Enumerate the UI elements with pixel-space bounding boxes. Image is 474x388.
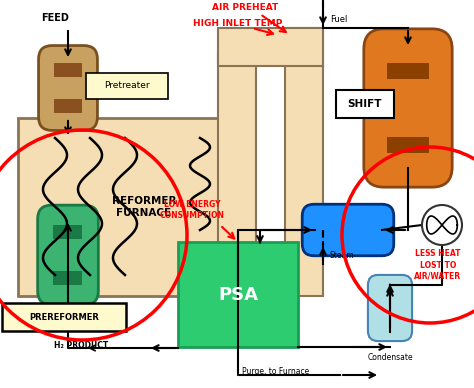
- FancyBboxPatch shape: [302, 204, 394, 256]
- Bar: [54, 225, 82, 239]
- Text: LOW ENERGY
CONSUMPTION: LOW ENERGY CONSUMPTION: [159, 200, 225, 220]
- Circle shape: [422, 205, 462, 245]
- Bar: [285, 28, 323, 296]
- Bar: [18, 118, 228, 296]
- Bar: [218, 28, 323, 66]
- Text: Purge, to Furnace: Purge, to Furnace: [242, 367, 309, 376]
- Text: PREREFORMER: PREREFORMER: [29, 312, 99, 322]
- Text: Pretreater: Pretreater: [104, 81, 150, 90]
- Text: Fuel: Fuel: [330, 16, 347, 24]
- FancyBboxPatch shape: [336, 90, 394, 118]
- Text: HIGH INLET TEMP: HIGH INLET TEMP: [193, 19, 283, 28]
- Text: AIR PREHEAT: AIR PREHEAT: [212, 3, 278, 12]
- Text: Steam: Steam: [330, 251, 355, 260]
- Text: H₂ PRODUCT: H₂ PRODUCT: [54, 341, 108, 350]
- Text: LESS HEAT
LOST TO
AIR/WATER: LESS HEAT LOST TO AIR/WATER: [414, 249, 462, 281]
- Text: FEED: FEED: [41, 13, 69, 23]
- Text: SHIFT: SHIFT: [348, 99, 382, 109]
- FancyBboxPatch shape: [2, 303, 126, 331]
- Bar: [387, 63, 429, 79]
- FancyBboxPatch shape: [38, 45, 98, 130]
- Bar: [54, 99, 82, 113]
- Text: REFORMER
FURNACE: REFORMER FURNACE: [112, 196, 176, 218]
- FancyBboxPatch shape: [86, 73, 168, 99]
- Text: Condensate: Condensate: [367, 353, 413, 362]
- Bar: [54, 63, 82, 77]
- Text: PSA: PSA: [218, 286, 258, 303]
- Bar: [387, 137, 429, 153]
- Bar: [218, 52, 256, 296]
- FancyBboxPatch shape: [364, 29, 452, 187]
- FancyBboxPatch shape: [368, 275, 412, 341]
- Bar: [54, 271, 82, 285]
- Bar: [178, 242, 298, 347]
- FancyBboxPatch shape: [37, 205, 99, 305]
